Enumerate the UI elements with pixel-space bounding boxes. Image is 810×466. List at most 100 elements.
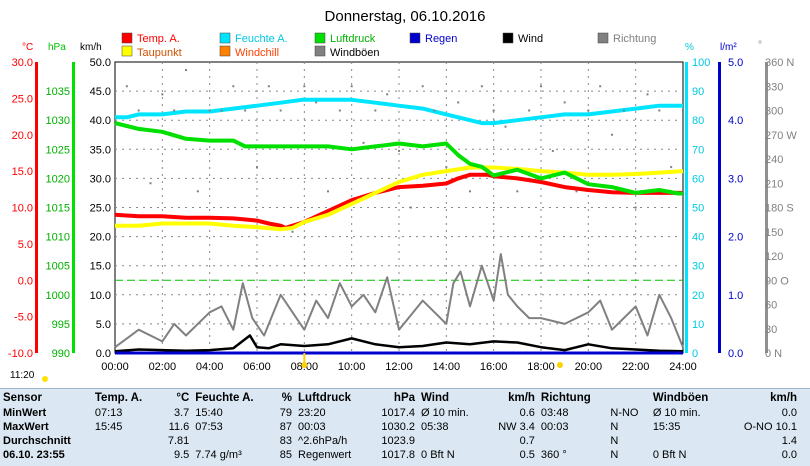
direction-point [492,109,495,112]
tick-pressure: 1020 [46,173,70,185]
legend-swatch [219,45,231,57]
series-windb-en [114,253,684,349]
series-luftdruck [114,121,683,196]
tick-direction: 270 W [765,130,797,142]
direction-point [658,109,661,112]
tick-humidity: 50 [692,203,704,215]
table-cell: 07:13 [94,407,123,419]
table-cell: 00:03 [298,421,326,433]
x-tick-label: 00:00 [101,361,129,373]
legend-swatch [409,32,421,44]
tick-wind: 25.0 [90,203,111,215]
table-cell: N-NO [610,407,639,419]
direction-point [575,190,578,193]
direction-point [232,85,235,88]
tick-direction: 360 N [765,57,794,69]
table-cell: 00:03 [540,421,569,433]
direction-axis-bar [765,62,768,353]
tick-temp: -10.0 [8,348,33,360]
table-cell: Temp. A. [94,391,143,404]
tick-pressure: 1010 [46,232,70,244]
table-cell: 06.10. 23:55 [3,449,65,461]
table-cell: 0.6 [519,407,535,419]
table-cell: NW 3.4 [498,421,535,433]
table-cell [192,434,272,448]
tick-wind: 50.0 [90,57,111,69]
sunset-icon [556,362,563,368]
table-cell: 7.74 g/m³ [195,449,242,461]
direction-point [409,206,412,209]
direction-point [173,109,176,112]
table-cell: Ø 10 min. [421,407,469,419]
legend-swatch [502,32,514,44]
table-row: MaxWert 15:45 11.6 07:53 87 00:03 1030.2 05:38 N… [0,420,800,434]
direction-point [599,85,602,88]
tick-pressure: 1005 [46,261,70,273]
x-tick-label: 24:00 [669,361,697,373]
x-tick-label: 16:00 [480,361,508,373]
direction-point [433,109,436,112]
direction-point [362,141,365,144]
direction-point [196,190,199,193]
table-cell: Feuchte A. [195,391,254,404]
tick-temp: 0.0 [18,275,33,287]
legend-swatch [314,45,326,57]
tick-temp: -5.0 [14,312,33,324]
tick-direction: 330 [765,81,783,93]
table-cell: 0.0 [781,407,797,419]
table-cell: 23:20 [298,407,326,419]
series-taupunkt [115,165,684,232]
table-cell: 87 [279,421,293,433]
tick-wind: 0.0 [96,348,111,360]
table-cell: O-NO 10.1 [743,421,797,433]
direction-point [445,166,448,169]
table-cell: 0.0 [781,449,797,461]
tick-humidity: 30 [692,261,704,273]
humidity-axis-bar [685,62,688,353]
direction-point [504,125,507,128]
table-cell: Sensor [3,391,42,404]
table-cell: 1030.2 [381,421,416,433]
table-cell: 15:45 [94,421,123,433]
x-tick-label: 10:00 [338,361,366,373]
tick-wind: 5.0 [96,319,111,331]
table-cell: 0.5 [519,449,535,461]
axis-unit-temp: °C [22,42,33,53]
tick-humidity: 20 [692,290,704,302]
table-cell [538,434,607,448]
tick-temp: 30.0 [12,57,33,69]
table-cell [418,434,485,448]
legend-label: Taupunkt [137,47,182,59]
table-row: 06.10. 23:55 9.5 7.74 g/m³ 85 Regenwert 1017.… [0,448,800,462]
tick-rain: 3.0 [728,173,743,185]
tick-temp: 25.0 [12,93,33,105]
legend-label: Luftdruck [330,33,376,45]
x-tick-label: 04:00 [196,361,224,373]
tick-humidity: 90 [692,86,704,98]
tick-direction: 60 [765,300,777,312]
direction-point [480,85,483,88]
tick-temp: 10.0 [12,203,33,215]
temp-axis-bar [35,62,38,353]
direction-point [303,85,306,88]
tick-humidity: 40 [692,232,704,244]
table-cell: 360 ° [540,449,567,461]
direction-point [220,109,223,112]
x-tick-label: 14:00 [433,361,461,373]
table-cell: Richtung [540,391,591,404]
table-row: Durchschnitt 7.81 83 ^2.6hPa/h 1023.9 0.7 N 1.4 [0,434,800,448]
legend-swatch [314,32,326,44]
table-cell: N [610,449,619,461]
tick-temp: 20.0 [12,130,33,142]
tick-rain: 1.0 [728,290,743,302]
table-cell: 3.7 [173,407,190,419]
tick-direction: 90 O [765,275,789,287]
table-cell: km/h [508,391,535,404]
tick-direction: 180 S [765,203,794,215]
tick-direction: 120 [765,251,783,263]
direction-point [327,190,329,193]
tick-temp: 5.0 [18,239,33,251]
plot-area: 00:0002:0004:0006:0008:0010:0012:0014:00… [42,61,697,382]
direction-point [149,182,152,185]
direction-point [185,69,187,72]
